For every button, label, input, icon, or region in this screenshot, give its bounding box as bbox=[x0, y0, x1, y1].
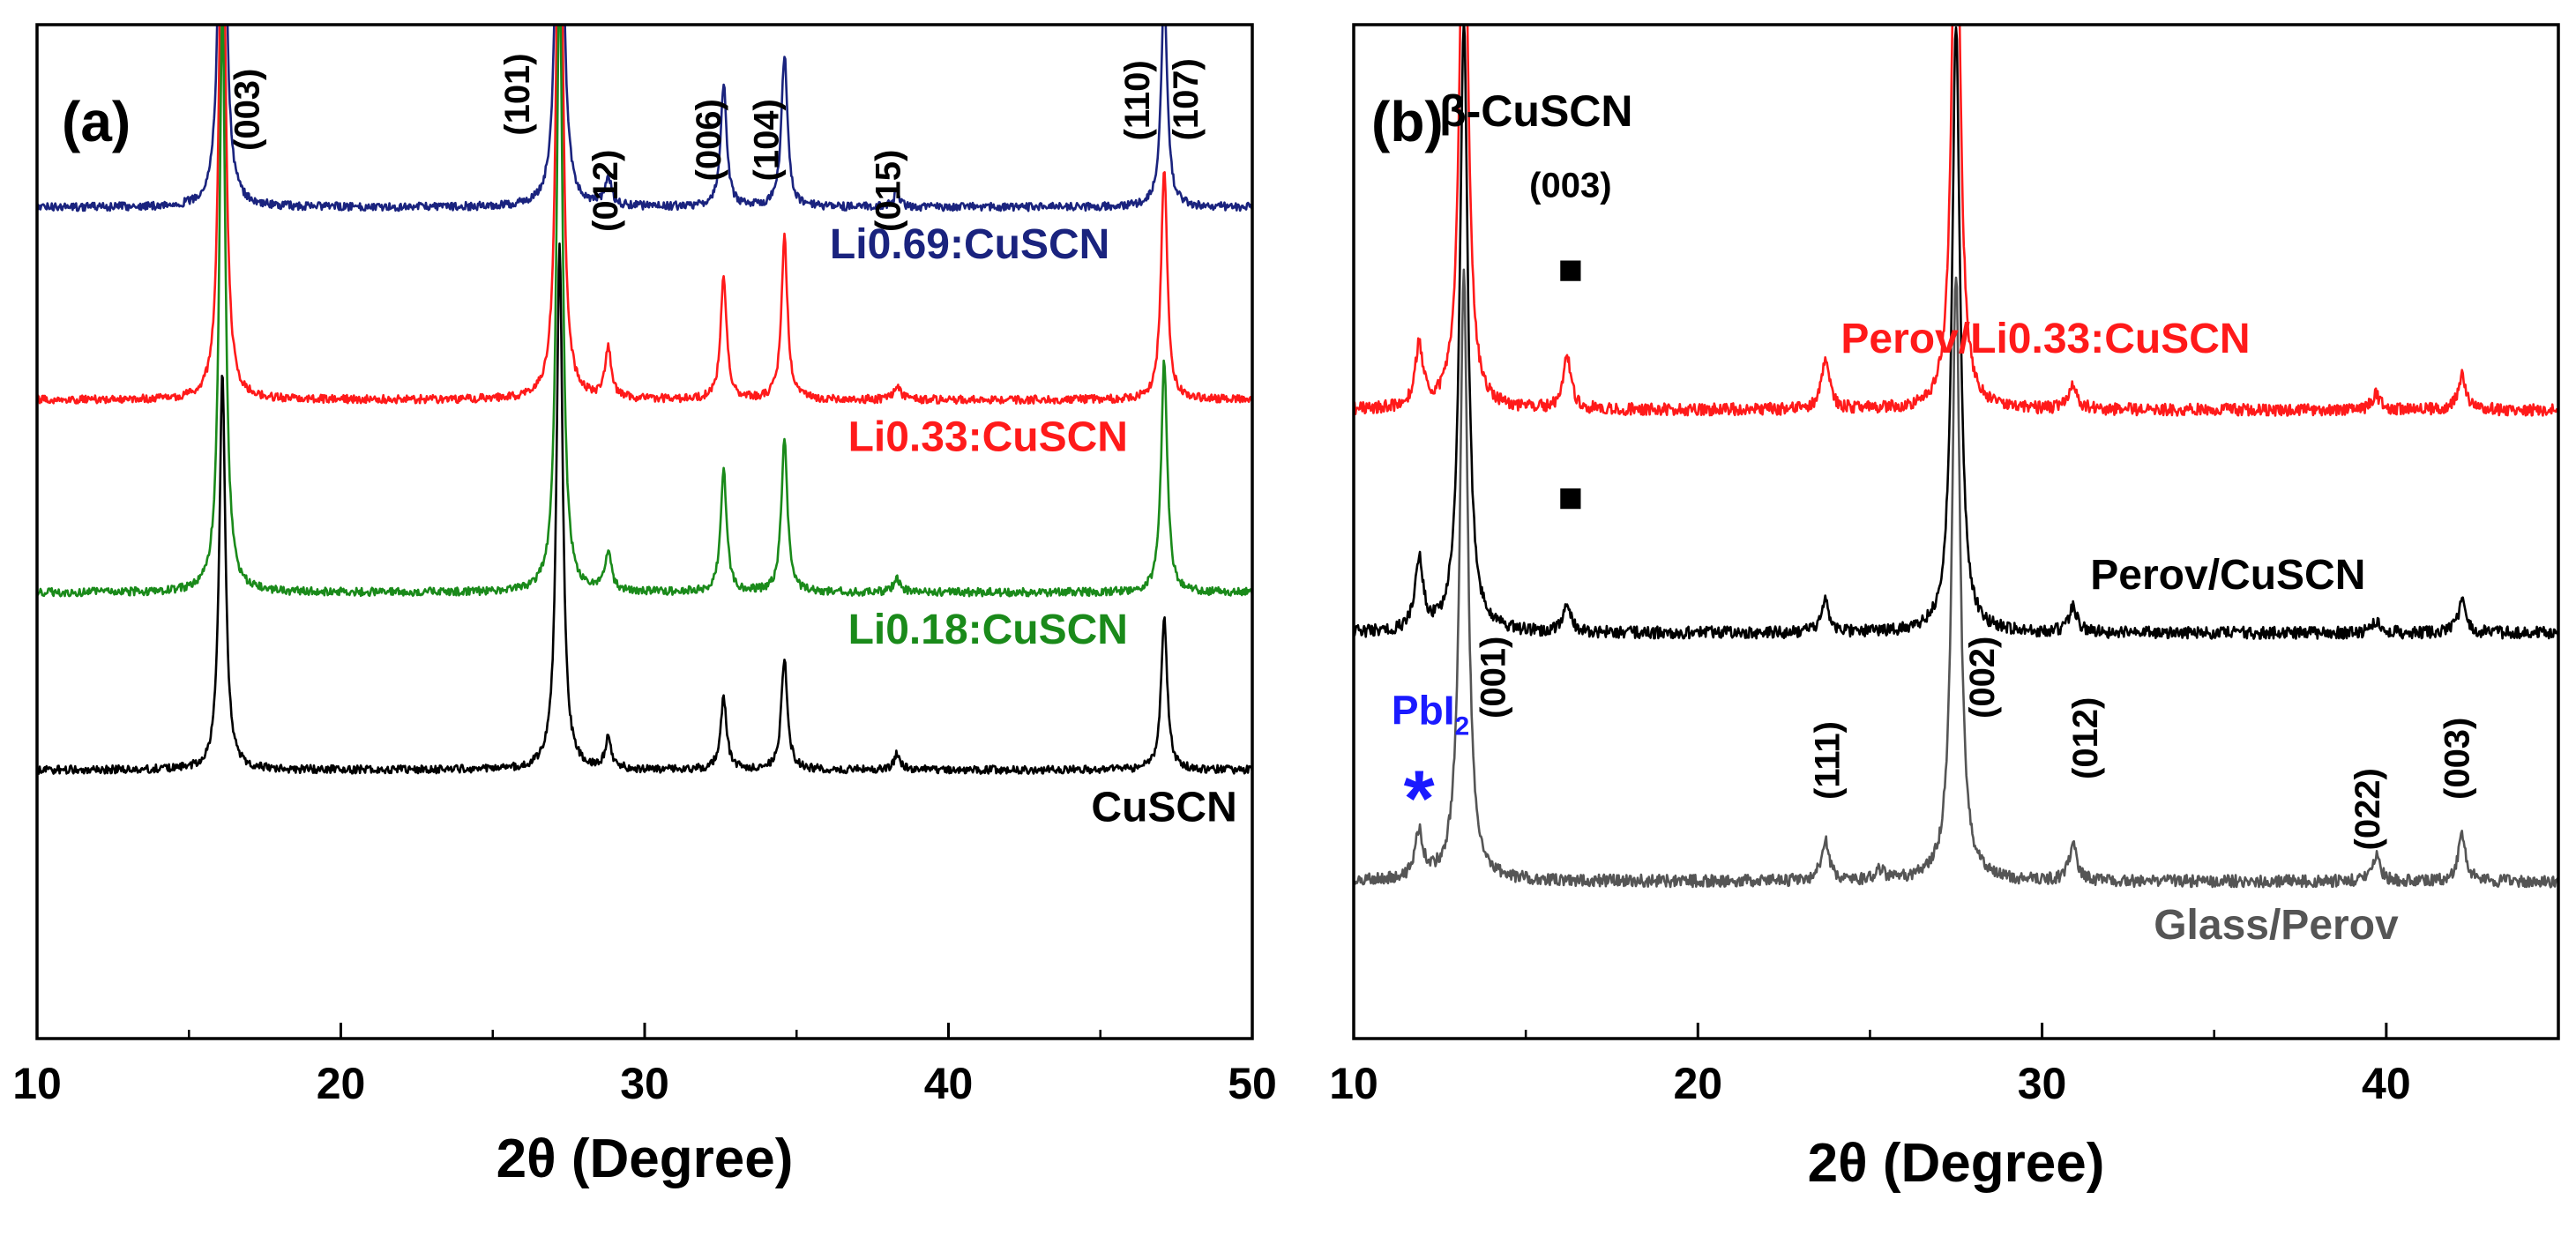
x-tick-label: 30 bbox=[2018, 1059, 2067, 1108]
series-label: Li0.69:CuSCN bbox=[830, 221, 1109, 268]
series-line-perov-li0-33-cuscn bbox=[1354, 25, 2558, 417]
panel-b: (001) (111) (002) (012) (022) (003) Perov/Li0… bbox=[1329, 23, 2560, 1194]
series-line-li0-69-cuscn bbox=[37, 25, 1252, 212]
x-tick-label: 30 bbox=[620, 1059, 669, 1108]
peak-index-label: (015) bbox=[869, 150, 907, 232]
series-label: Li0.33:CuSCN bbox=[848, 414, 1128, 461]
peak-index-label: (012) bbox=[586, 150, 625, 232]
series-label: Perov/CuSCN bbox=[2090, 552, 2365, 599]
series-label: Glass/Perov bbox=[2154, 902, 2399, 949]
peak-index-label: (001) bbox=[1475, 637, 1513, 719]
peak-index-label: (006) bbox=[690, 99, 728, 181]
panel-b-annotations: (001) (111) (002) (012) (022) (003) bbox=[1475, 637, 2477, 851]
peak-index-label: (101) bbox=[498, 53, 537, 135]
peak-index-label: (104) bbox=[748, 99, 787, 181]
panel-a-x-ticks: 10 20 30 40 50 bbox=[12, 1023, 1277, 1108]
x-tick-label: 20 bbox=[1673, 1059, 1722, 1108]
series-label: Perov/Li0.33:CuSCN bbox=[1841, 316, 2250, 362]
series-line-perov-cuscn bbox=[1354, 25, 2558, 640]
panel-a: (003) (101) (012) (006) (104) (015) (110) (107)… bbox=[12, 23, 1277, 1189]
x-tick-label: 50 bbox=[1228, 1059, 1277, 1108]
pbi2-marker: * bbox=[1404, 756, 1435, 844]
series-label: CuSCN bbox=[1091, 784, 1236, 831]
panel-a-series-labels: Li0.69:CuSCN Li0.33:CuSCN Li0.18:CuSCN CuSC… bbox=[830, 221, 1237, 831]
peak-index-label: (110) bbox=[1118, 60, 1157, 140]
panel-a-x-axis-title: 2θ (Degree) bbox=[497, 1129, 794, 1189]
series-line-glass-perov bbox=[1354, 268, 2558, 889]
x-tick-label: 40 bbox=[2362, 1059, 2411, 1108]
x-tick-label: 10 bbox=[12, 1059, 62, 1108]
peak-index-label: (003) bbox=[228, 69, 266, 151]
panel-b-label: (b) bbox=[1371, 90, 1444, 153]
panel-b-x-axis-title: 2θ (Degree) bbox=[1808, 1133, 2105, 1194]
pbi2-label: PbI2 bbox=[1392, 688, 1469, 741]
beta-cuscn-marker: ■ bbox=[1557, 246, 1583, 293]
panel-b-traces bbox=[1354, 25, 2558, 889]
series-line-li0-18-cuscn bbox=[37, 25, 1252, 598]
panel-a-label: (a) bbox=[62, 90, 131, 153]
peak-index-label: (107) bbox=[1167, 58, 1206, 140]
peak-index-label: (003) bbox=[2438, 718, 2477, 800]
panel-b-frame bbox=[1352, 23, 2560, 1040]
peak-index-label: (022) bbox=[2348, 768, 2387, 850]
panel-b-phase-markers: β-CuSCN (003) ■ ■ PbI2 * bbox=[1392, 86, 1633, 844]
series-label: Li0.18:CuSCN bbox=[848, 607, 1128, 653]
panel-a-traces bbox=[37, 25, 1252, 775]
x-tick-label: 40 bbox=[924, 1059, 974, 1108]
peak-index-label: (002) bbox=[1963, 637, 2002, 719]
peak-index-label: (111) bbox=[1808, 721, 1847, 800]
x-tick-label: 20 bbox=[317, 1059, 366, 1108]
series-line-li0-33-cuscn bbox=[37, 25, 1252, 405]
x-tick-label: 10 bbox=[1329, 1059, 1378, 1108]
series-line-cuscn bbox=[37, 242, 1252, 775]
panel-b-series-labels: Perov/Li0.33:CuSCN Perov/CuSCN Glass/Perov bbox=[1841, 316, 2399, 949]
phase-index-label: (003) bbox=[1529, 167, 1611, 205]
phase-label: β-CuSCN bbox=[1439, 86, 1632, 136]
panel-a-annotations: (003) (101) (012) (006) (104) (015) (110) (107) bbox=[228, 53, 1206, 232]
beta-cuscn-marker: ■ bbox=[1557, 474, 1583, 521]
panel-b-x-ticks: 10 20 30 40 bbox=[1329, 1023, 2560, 1108]
peak-index-label: (012) bbox=[2066, 697, 2105, 779]
